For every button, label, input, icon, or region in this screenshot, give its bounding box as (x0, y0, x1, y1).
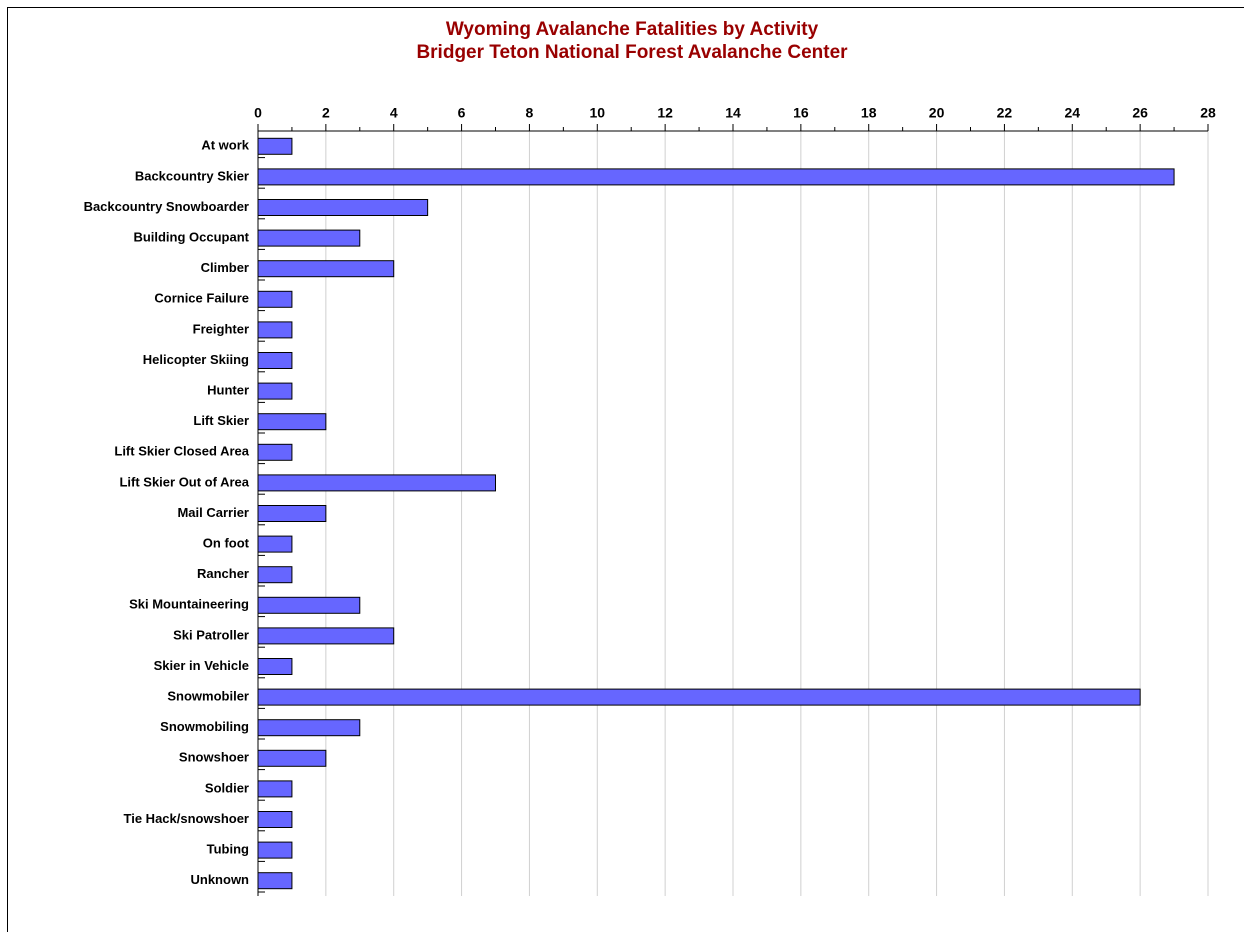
x-tick-label: 12 (657, 105, 673, 121)
y-tick-label: Freighter (193, 321, 249, 336)
bar (257, 260, 395, 278)
y-tick-label: Helicopter Skiing (143, 352, 249, 367)
y-tick-label: Mail Carrier (177, 505, 249, 520)
bar (257, 749, 327, 767)
y-tick-label: On foot (203, 536, 250, 551)
y-tick-label: Snowshoer (179, 750, 249, 765)
x-tick-label: 26 (1132, 105, 1148, 121)
bar (257, 719, 361, 737)
bar (257, 321, 293, 339)
x-tick-label: 8 (526, 105, 534, 121)
y-tick-label: Tubing (207, 842, 249, 857)
y-tick-label: Cornice Failure (154, 291, 249, 306)
bar (257, 841, 293, 859)
bar (257, 199, 429, 216)
y-tick-label: Lift Skier Closed Area (114, 444, 249, 459)
bar (257, 780, 293, 798)
y-tick-label: Backcountry Snowboarder (84, 199, 249, 214)
y-tick-label: Backcountry Skier (135, 168, 249, 183)
bar (257, 474, 496, 492)
x-tick-label: 14 (725, 105, 741, 121)
x-tick-label: 16 (793, 105, 809, 121)
bar (257, 688, 1141, 706)
bar (257, 229, 361, 247)
x-tick-label: 2 (322, 105, 330, 121)
x-tick-label: 4 (390, 105, 398, 121)
x-tick-label: 18 (861, 105, 877, 121)
y-tick-label: Lift Skier (193, 413, 249, 428)
bar (257, 443, 293, 461)
y-tick-label: At work (201, 138, 249, 153)
bar (257, 137, 293, 155)
y-tick-label: Ski Patroller (173, 627, 249, 642)
y-tick-label: Unknown (191, 872, 250, 887)
x-tick-label: 6 (458, 105, 466, 121)
bar (257, 290, 293, 308)
bar (257, 413, 327, 431)
x-tick-label: 22 (997, 105, 1013, 121)
bar (257, 535, 293, 553)
y-tick-label: Climber (201, 260, 249, 275)
y-tick-label: Ski Mountaineering (129, 597, 249, 612)
bar (257, 352, 293, 369)
bar (257, 382, 293, 400)
x-tick-label: 10 (589, 105, 605, 121)
bar (257, 872, 293, 890)
y-tick-label: Hunter (207, 383, 249, 398)
y-tick-label: Snowmobiling (160, 719, 249, 734)
y-tick-label: Building Occupant (133, 230, 249, 245)
bar (257, 168, 1175, 186)
y-tick-label: Lift Skier Out of Area (119, 474, 249, 489)
x-tick-label: 28 (1200, 105, 1216, 121)
y-tick-label: Snowmobiler (167, 689, 249, 704)
bar (257, 658, 293, 675)
y-tick-label: Skier in Vehicle (154, 658, 249, 673)
x-tick-label: 24 (1064, 105, 1080, 121)
bar (257, 811, 293, 828)
y-tick-label: Tie Hack/snowshoer (124, 811, 249, 826)
x-tick-label: 0 (254, 105, 262, 121)
bar (257, 596, 361, 614)
bar (257, 505, 327, 522)
chart-subtitle: Bridger Teton National Forest Avalanche … (416, 42, 848, 63)
y-tick-label: Soldier (205, 780, 249, 795)
chart-title: Wyoming Avalanche Fatalities by Activity (446, 19, 819, 40)
bar (257, 566, 293, 584)
bar (257, 627, 395, 645)
y-tick-label: Rancher (197, 566, 249, 581)
x-tick-label: 20 (929, 105, 945, 121)
